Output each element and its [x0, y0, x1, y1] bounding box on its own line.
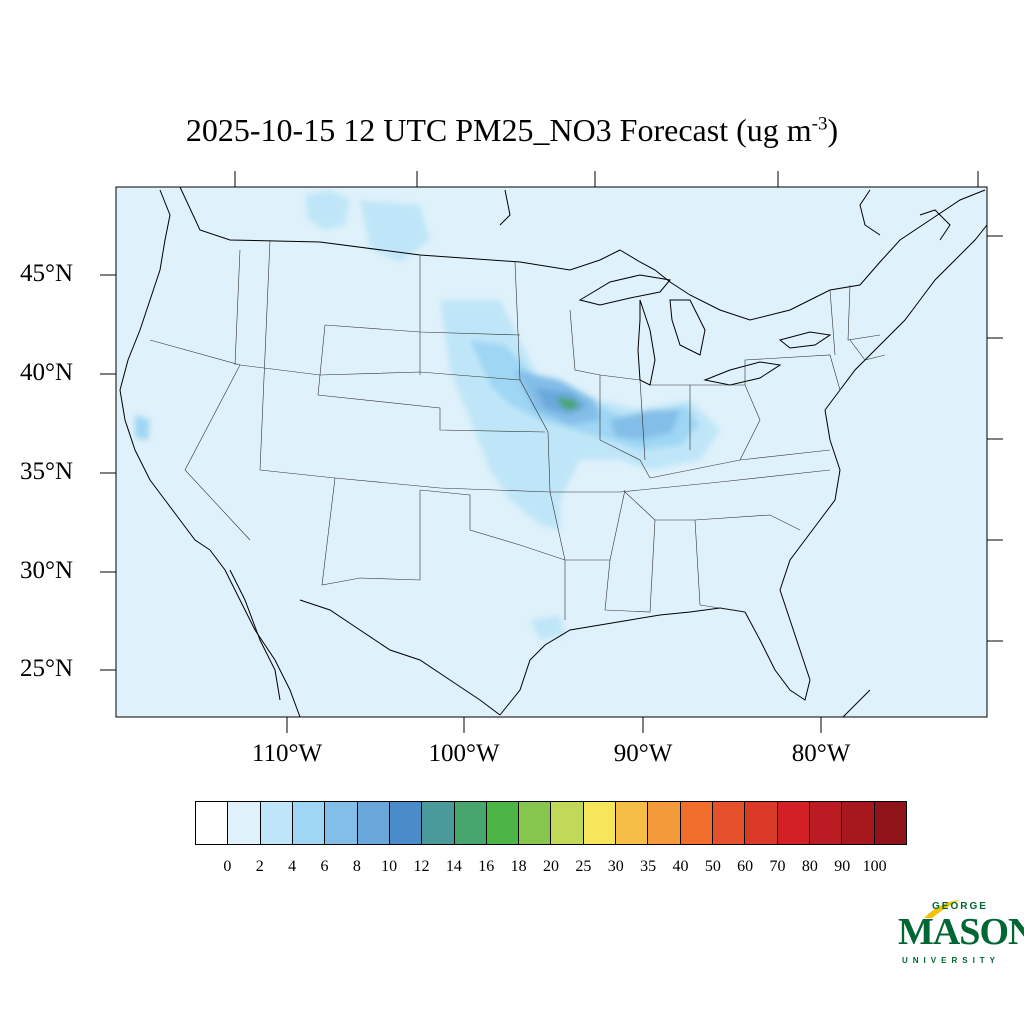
lon-label-80: 80°W	[791, 740, 851, 767]
colorbar	[195, 801, 907, 845]
colorbar-box	[486, 802, 520, 844]
map-title: 2025-10-15 12 UTC PM25_NO3 Forecast (ug …	[0, 112, 1024, 149]
colorbar-label: 90	[834, 858, 851, 875]
colorbar-box	[454, 802, 487, 844]
colorbar-box	[616, 802, 649, 844]
colorbar-label: 14	[445, 858, 462, 875]
gmu-logo: GEORGE MASON UNIVERSITY	[896, 898, 1024, 970]
colorbar-label: 12	[413, 858, 430, 875]
colorbar-box	[260, 802, 293, 844]
top-ticks	[234, 171, 979, 187]
colorbar-box	[389, 802, 423, 844]
lat-label-40: 40°N	[20, 359, 74, 386]
coastlines	[119, 187, 987, 717]
colorbar-label: 8	[352, 858, 361, 875]
colorbar-box	[196, 802, 229, 844]
colorbar-box	[551, 802, 584, 844]
colorbar-label: 100	[862, 858, 887, 875]
bottom-ticks	[286, 717, 822, 733]
plume-montana	[360, 200, 430, 262]
colorbar-box	[583, 802, 617, 844]
colorbar-box	[325, 802, 358, 844]
colorbar-box	[874, 802, 906, 844]
colorbar-label: 10	[381, 858, 398, 875]
colorbar-box	[777, 802, 810, 844]
left-ticks	[100, 274, 116, 671]
logo-mason: MASON	[898, 911, 1024, 953]
colorbar-box	[713, 802, 746, 844]
colorbar-box	[292, 802, 326, 844]
lon-label-110: 110°W	[251, 740, 323, 767]
colorbar-label: 16	[478, 858, 495, 875]
colorbar-box	[745, 802, 778, 844]
colorbar-box	[519, 802, 552, 844]
title-close: )	[827, 112, 839, 148]
logo-george: GEORGE	[932, 901, 988, 912]
colorbar-box	[680, 802, 713, 844]
colorbar-box	[357, 802, 390, 844]
colorbar-label: 25	[575, 858, 592, 875]
plume-canada-west	[305, 190, 350, 230]
colorbar-label: 20	[543, 858, 559, 875]
title-superscript: -3	[811, 113, 828, 135]
lon-label-100: 100°W	[428, 740, 500, 767]
logo-swoosh-icon	[924, 900, 960, 918]
colorbar-label: 6	[320, 858, 329, 875]
colorbar-box	[228, 802, 261, 844]
colorbar-box	[809, 802, 843, 844]
plume-peak	[555, 397, 580, 410]
lat-label-35: 35°N	[20, 458, 74, 485]
plume-texas-south	[530, 615, 565, 640]
plume-illinois	[610, 410, 680, 440]
state-borders	[149, 239, 886, 620]
colorbar-label: 80	[801, 858, 818, 875]
map-frame	[115, 186, 988, 718]
colorbar-label: 40	[672, 858, 689, 875]
lat-label-25: 25°N	[20, 655, 74, 682]
colorbar-label: 35	[640, 858, 657, 875]
colorbar-label: 50	[704, 858, 721, 875]
colorbar-label: 60	[737, 858, 754, 875]
colorbar-box	[648, 802, 681, 844]
colorbar-label: 18	[510, 858, 527, 875]
colorbar-label: 4	[288, 858, 297, 875]
lat-label-30: 30°N	[20, 557, 74, 584]
colorbar-label: 70	[769, 858, 786, 875]
colorbar-label: 2	[255, 858, 264, 875]
plume-california	[135, 415, 150, 440]
title-text: 2025-10-15 12 UTC PM25_NO3 Forecast (ug …	[185, 112, 812, 148]
colorbar-label: 0	[223, 858, 232, 875]
colorbar-box	[842, 802, 875, 844]
colorbar-label: 30	[607, 858, 624, 875]
colorbar-box	[422, 802, 455, 844]
lat-label-45: 45°N	[20, 260, 74, 287]
right-ticks	[987, 235, 1003, 642]
lon-label-90: 90°W	[613, 740, 673, 767]
logo-university: UNIVERSITY	[902, 956, 1001, 965]
